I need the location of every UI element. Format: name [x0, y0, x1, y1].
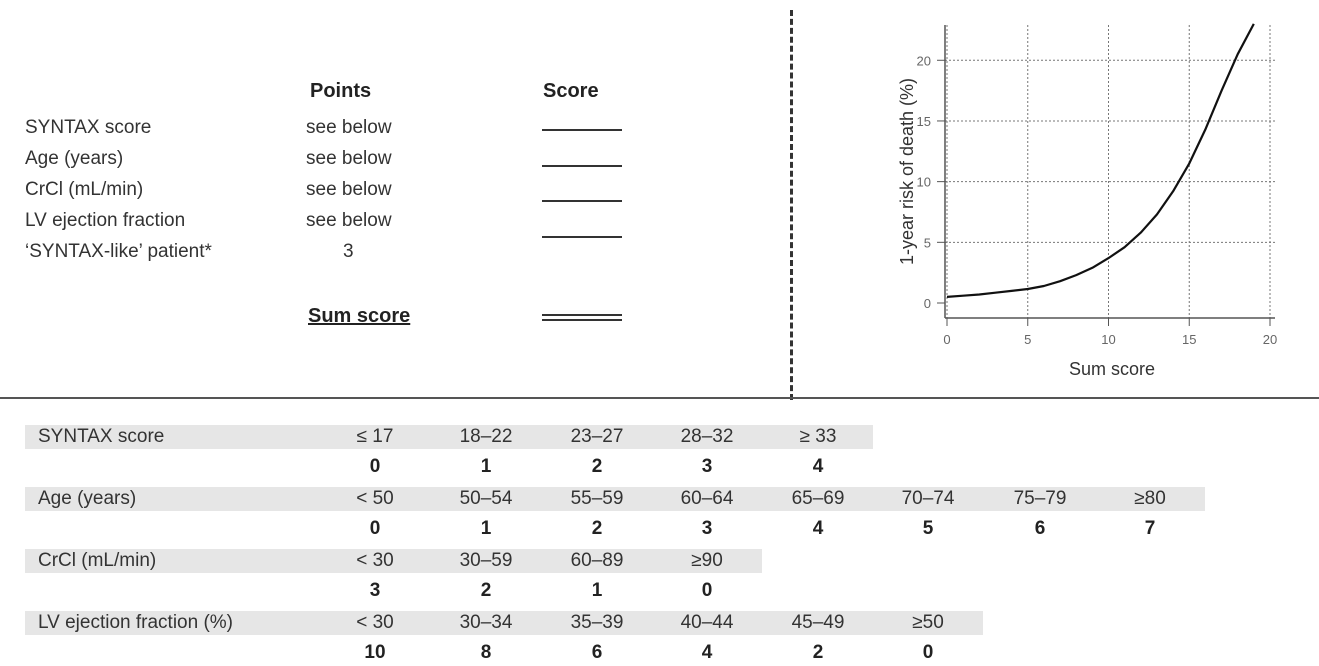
table-points-cell: 2 [591, 456, 603, 477]
table-range-cell: 23–27 [570, 426, 624, 447]
table-range-cell: < 30 [356, 550, 394, 571]
table-range-cell: 65–69 [791, 488, 845, 509]
table-points-cell: 2 [591, 518, 603, 539]
factor-label-age: Age (years) [25, 148, 124, 169]
chart-axes: 0 5 10 15 20 0 5 10 15 20 [917, 25, 1277, 347]
factor-points-crcl: see below [306, 179, 392, 200]
y-tick-label: 15 [917, 114, 931, 129]
sum-score-double-line-bottom [542, 319, 622, 321]
table-range-cell: < 50 [356, 488, 394, 509]
factor-label-crcl: CrCl (mL/min) [25, 179, 144, 200]
table-range-cell: 30–34 [459, 612, 513, 633]
y-tick-label: 5 [924, 235, 931, 250]
table-points-cell: 4 [812, 456, 824, 477]
sum-score-double-line-top [542, 314, 622, 316]
table-range-cell: ≥50 [912, 612, 944, 633]
table-row-label: Age (years) [38, 488, 137, 509]
table-points-cell: 2 [480, 580, 492, 601]
table-points-cell: 0 [369, 456, 381, 477]
x-axis-label: Sum score [1069, 359, 1155, 379]
table-range-cell: 70–74 [901, 488, 955, 509]
table-range-cell: 50–54 [459, 488, 513, 509]
table-range-cell: ≥90 [691, 550, 723, 571]
table-points-cell: 1 [480, 456, 492, 477]
table-range-cell: ≥80 [1134, 488, 1166, 509]
table-range-cell: ≤ 17 [356, 426, 394, 447]
table-points-cell: 0 [369, 518, 381, 539]
x-tick-label: 0 [943, 332, 950, 347]
table-range-cell: 45–49 [791, 612, 845, 633]
table-range-cell: 30–59 [459, 550, 513, 571]
x-tick-label: 10 [1101, 332, 1115, 347]
table-range-cell: 35–39 [570, 612, 624, 633]
y-tick-label: 0 [924, 296, 931, 311]
points-header: Points [310, 80, 372, 102]
factor-label-lvef: LV ejection fraction [25, 210, 186, 231]
vertical-dashed-divider [790, 10, 793, 400]
table-points-cell: 0 [701, 580, 713, 601]
factor-label-syntax-like: ‘SYNTAX-like’ patient* [25, 241, 212, 262]
table-row-band [25, 425, 873, 449]
table-row-band [25, 549, 762, 573]
risk-curve [946, 23, 1255, 298]
factor-points-syntax-like: 3 [343, 241, 354, 262]
horizontal-divider [0, 397, 1319, 399]
chart-grid [945, 25, 1275, 318]
table-points-cell: 4 [812, 518, 824, 539]
table-points-cell: 2 [812, 642, 824, 663]
table-points-cell: 4 [701, 642, 713, 663]
table-range-cell: < 30 [356, 612, 394, 633]
table-range-cell: 60–64 [680, 488, 734, 509]
sum-score-label: Sum score [308, 305, 411, 327]
factor-points-syntax: see below [306, 117, 392, 138]
table-row-band [25, 611, 983, 635]
table-points-cell: 6 [591, 642, 603, 663]
factor-label-syntax: SYNTAX score [25, 117, 152, 138]
table-range-cell: 40–44 [680, 612, 734, 633]
table-points-cell: 7 [1144, 518, 1156, 539]
table-points-cell: 8 [480, 642, 492, 663]
score-blank-line [542, 200, 622, 202]
risk-chart: 0 5 10 15 20 0 5 10 15 20 Sum score 1-year risk o… [897, 23, 1277, 379]
y-tick-label: 20 [917, 53, 931, 68]
table-points-cell: 0 [922, 642, 934, 663]
table-points-cell: 6 [1034, 518, 1046, 539]
y-axis-label: 1-year risk of death (%) [897, 78, 917, 265]
table-range-cell: 28–32 [680, 426, 734, 447]
table-points-cell: 5 [922, 518, 934, 539]
score-header: Score [543, 80, 599, 102]
table-points-cell: 3 [701, 456, 713, 477]
table-row-label: SYNTAX score [38, 426, 165, 447]
table-row-label: LV ejection fraction (%) [38, 612, 234, 633]
table-points-cell: 3 [701, 518, 713, 539]
x-tick-label: 15 [1182, 332, 1196, 347]
x-tick-label: 5 [1024, 332, 1031, 347]
table-row-label: CrCl (mL/min) [38, 550, 157, 571]
table-points-cell: 3 [369, 580, 381, 601]
table-range-cell: 18–22 [459, 426, 513, 447]
table-points-cell: 1 [480, 518, 492, 539]
y-tick-label: 10 [917, 175, 931, 190]
score-blank-line [542, 129, 622, 131]
score-blank-line [542, 236, 622, 238]
table-row-band [25, 487, 1205, 511]
chart-series [946, 23, 1255, 298]
score-blank-line [542, 165, 622, 167]
table-range-cell: 75–79 [1013, 488, 1067, 509]
x-tick-label: 20 [1263, 332, 1277, 347]
table-range-cell: 60–89 [570, 550, 624, 571]
table-points-cell: 10 [364, 642, 386, 663]
factor-points-age: see below [306, 148, 392, 169]
table-range-cell: 55–59 [570, 488, 624, 509]
table-range-cell: ≥ 33 [799, 426, 837, 447]
table-points-cell: 1 [591, 580, 603, 601]
factor-points-lvef: see below [306, 210, 392, 231]
